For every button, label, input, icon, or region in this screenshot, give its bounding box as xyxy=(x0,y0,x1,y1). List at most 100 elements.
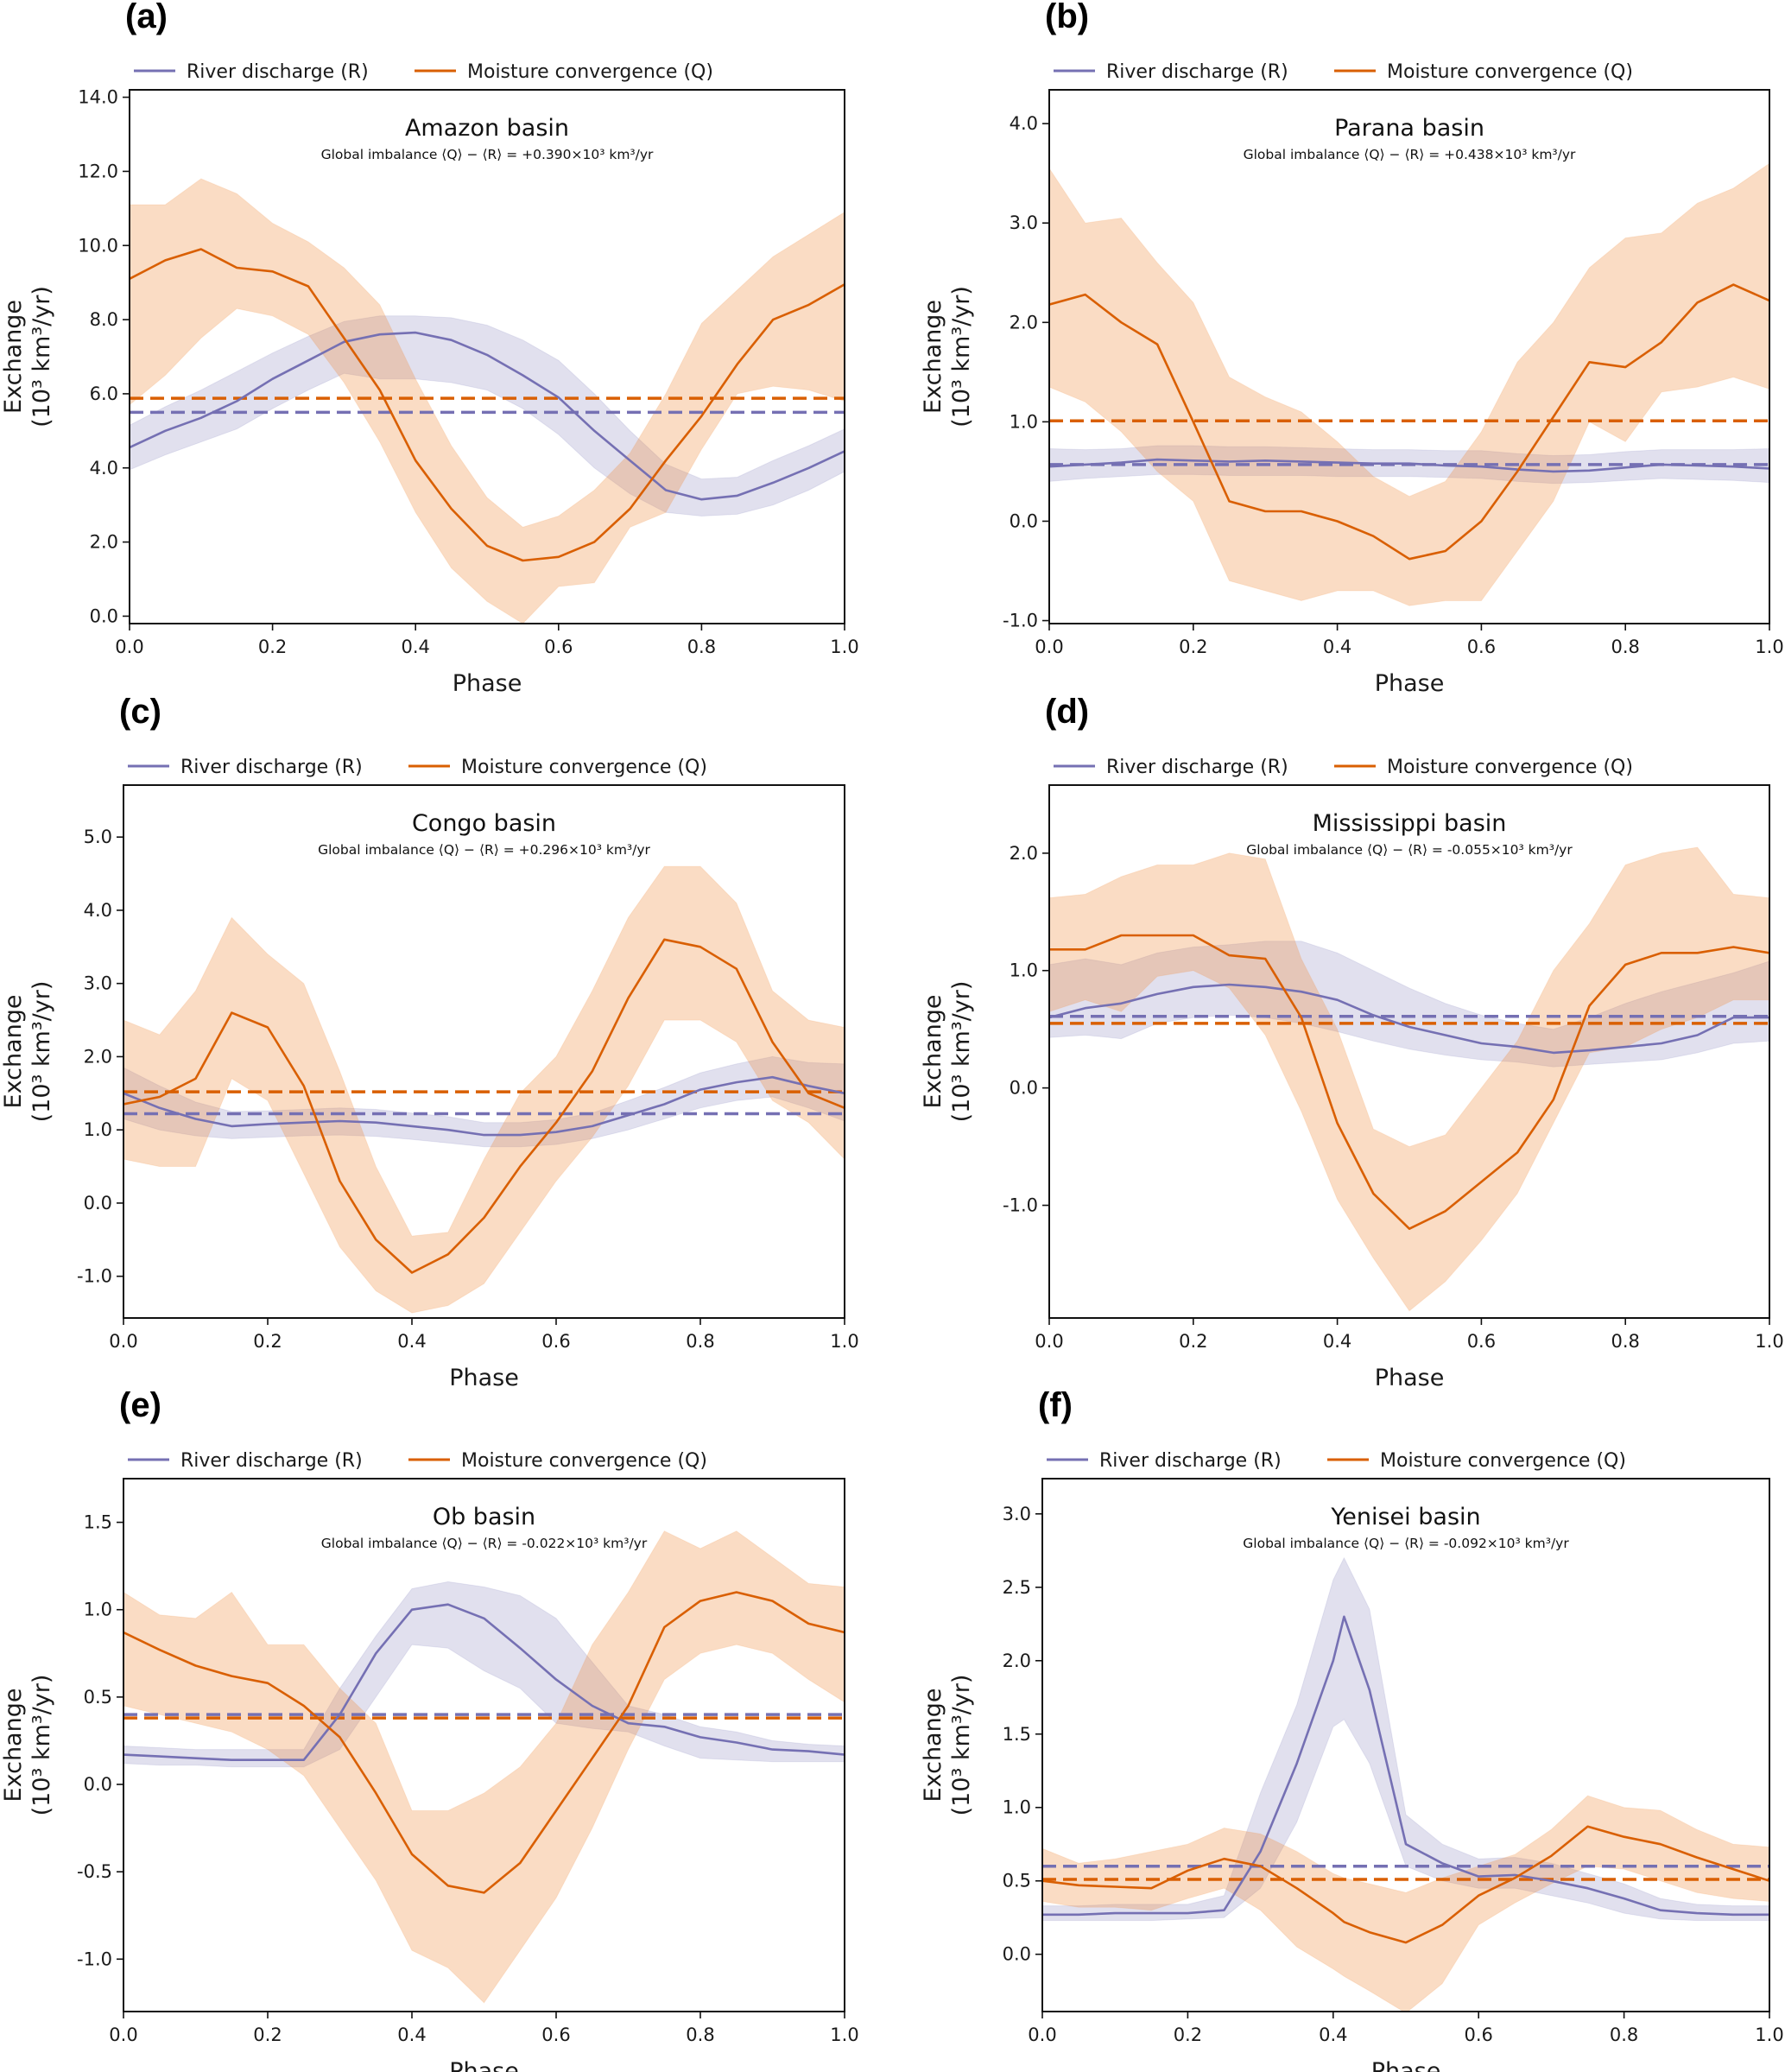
x-axis-label: Phase xyxy=(449,2058,519,2072)
y-axis-label-line1: Exchange xyxy=(0,995,27,1109)
panel-label: (b) xyxy=(1045,0,1089,35)
x-tick-label: 0.2 xyxy=(258,637,287,657)
panel-label: (e) xyxy=(119,1386,161,1424)
chart-panel-b: (b) River discharge (R) Moisture convergen… xyxy=(920,0,1784,697)
y-tick-label: 0.0 xyxy=(1010,1078,1038,1099)
plot-area xyxy=(1049,846,1769,1312)
x-tick-label: 1.0 xyxy=(830,637,858,657)
chart-title: Mississippi basin xyxy=(1313,810,1507,837)
x-tick-label: 0.0 xyxy=(1035,1331,1063,1352)
y-axis-label-line2: (10³ km³/yr) xyxy=(948,286,975,428)
y-tick-label: 8.0 xyxy=(90,309,118,330)
chart-subtitle: Global imbalance ⟨Q⟩ − ⟨R⟩ = +0.438×10³ … xyxy=(1244,147,1576,162)
x-axis-label: Phase xyxy=(453,670,522,697)
y-tick-label: 1.5 xyxy=(1003,1724,1031,1745)
plot-area xyxy=(1049,162,1769,606)
axes-frame xyxy=(1048,89,1770,624)
y-tick-label: 0.0 xyxy=(84,1193,112,1213)
y-axis-label: Exchange (10³ km³/yr) xyxy=(920,1675,975,1816)
y-tick-label: 10.0 xyxy=(78,235,118,256)
moisture-convergence-band xyxy=(123,865,845,1314)
y-tick-label: -1.0 xyxy=(77,1266,112,1287)
plot-area xyxy=(1042,1556,1769,2012)
chart-subtitle: Global imbalance ⟨Q⟩ − ⟨R⟩ = -0.092×10³ … xyxy=(1243,1536,1569,1551)
moisture-convergence-band xyxy=(130,178,845,624)
y-axis-label-line2: (10³ km³/yr) xyxy=(948,981,975,1123)
moisture-convergence-band xyxy=(123,1530,845,2004)
chart-panel-d: (d) River discharge (R) Moisture convergen… xyxy=(920,693,1784,1391)
legend-label-river: River discharge (R) xyxy=(187,61,369,83)
panel-label: (a) xyxy=(125,0,168,35)
x-tick-label: 0.8 xyxy=(1610,2024,1638,2045)
x-tick-label: 0.4 xyxy=(1323,637,1351,657)
legend: River discharge (R) Moisture convergence … xyxy=(1047,1450,1626,1472)
chart-title: Congo basin xyxy=(412,810,556,837)
chart-title: Amazon basin xyxy=(405,115,569,142)
x-axis-label: Phase xyxy=(1375,1365,1445,1391)
x-tick-label: 0.6 xyxy=(541,2024,570,2045)
chart-title: Yenisei basin xyxy=(1330,1504,1480,1530)
x-tick-label: 0.2 xyxy=(1179,1331,1207,1352)
legend-label-moisture: Moisture convergence (Q) xyxy=(1380,1450,1626,1472)
legend-label-river: River discharge (R) xyxy=(180,1450,363,1472)
y-tick-label: -0.5 xyxy=(77,1861,112,1882)
x-tick-label: 0.8 xyxy=(687,637,716,657)
plot-area xyxy=(123,1530,845,2004)
chart-title: Parana basin xyxy=(1334,115,1484,142)
x-axis-label: Phase xyxy=(1371,2058,1441,2072)
axes-frame xyxy=(123,784,845,1319)
moisture-convergence-line xyxy=(1049,934,1769,1230)
river-discharge-band xyxy=(123,1055,845,1148)
x-tick-label: 0.4 xyxy=(397,2024,426,2045)
y-tick-label: 1.0 xyxy=(1010,411,1038,432)
y-tick-label: 14.0 xyxy=(78,87,118,108)
x-tick-label: 0.2 xyxy=(253,1331,282,1352)
x-tick-label: 0.6 xyxy=(1467,637,1496,657)
y-axis-label: Exchange (10³ km³/yr) xyxy=(920,286,975,428)
legend: River discharge (R) Moisture convergence … xyxy=(134,61,713,83)
legend: River discharge (R) Moisture convergence … xyxy=(128,757,707,778)
y-tick-label: 2.0 xyxy=(90,532,118,553)
x-tick-label: 0.0 xyxy=(109,1331,137,1352)
y-tick-label: -1.0 xyxy=(77,1948,112,1969)
legend-label-moisture: Moisture convergence (Q) xyxy=(461,757,707,778)
legend-label-river: River discharge (R) xyxy=(1106,757,1288,778)
chart-panel-f: (f) River discharge (R) Moisture convergen… xyxy=(920,1386,1784,2072)
chart-subtitle: Global imbalance ⟨Q⟩ − ⟨R⟩ = -0.022×10³ … xyxy=(321,1536,648,1551)
y-axis-label-line2: (10³ km³/yr) xyxy=(28,286,55,428)
y-tick-label: 1.0 xyxy=(84,1600,112,1620)
legend-label-river: River discharge (R) xyxy=(180,757,363,778)
moisture-convergence-line xyxy=(123,1591,845,1894)
moisture-convergence-line xyxy=(1049,283,1769,561)
moisture-convergence-band xyxy=(1049,162,1769,606)
y-axis-label-line1: Exchange xyxy=(0,1689,27,1803)
x-tick-label: 1.0 xyxy=(1755,1331,1783,1352)
x-tick-label: 0.6 xyxy=(1467,1331,1496,1352)
x-tick-label: 0.2 xyxy=(253,2024,282,2045)
legend-label-moisture: Moisture convergence (Q) xyxy=(461,1450,707,1472)
y-tick-label: 12.0 xyxy=(78,161,118,181)
axes-frame xyxy=(123,1478,845,2012)
y-tick-label: 2.5 xyxy=(1003,1577,1031,1598)
x-tick-label: 0.4 xyxy=(397,1331,426,1352)
panel-label: (d) xyxy=(1045,693,1089,731)
chart-panel-a: (a) River discharge (R) Moisture convergen… xyxy=(0,0,859,697)
legend: River discharge (R) Moisture convergence … xyxy=(1054,61,1633,83)
y-tick-label: 1.0 xyxy=(1010,960,1038,981)
y-tick-label: 0.5 xyxy=(84,1687,112,1708)
moisture-convergence-line xyxy=(1042,1825,1769,1944)
y-tick-label: 2.0 xyxy=(1003,1651,1031,1671)
x-tick-label: 0.4 xyxy=(1319,2024,1347,2045)
legend: River discharge (R) Moisture convergence … xyxy=(128,1450,707,1472)
y-tick-label: 0.0 xyxy=(90,605,118,626)
legend-label-moisture: Moisture convergence (Q) xyxy=(467,61,713,83)
chart-subtitle: Global imbalance ⟨Q⟩ − ⟨R⟩ = -0.055×10³ … xyxy=(1246,842,1573,858)
y-tick-label: 0.0 xyxy=(1003,1944,1031,1965)
y-tick-label: 1.5 xyxy=(84,1512,112,1533)
x-tick-label: 0.2 xyxy=(1174,2024,1202,2045)
y-tick-label: 3.0 xyxy=(84,973,112,994)
river-discharge-line xyxy=(123,1603,845,1761)
x-tick-label: 0.8 xyxy=(686,2024,714,2045)
legend: River discharge (R) Moisture convergence … xyxy=(1054,757,1633,778)
y-tick-label: 2.0 xyxy=(1010,843,1038,864)
